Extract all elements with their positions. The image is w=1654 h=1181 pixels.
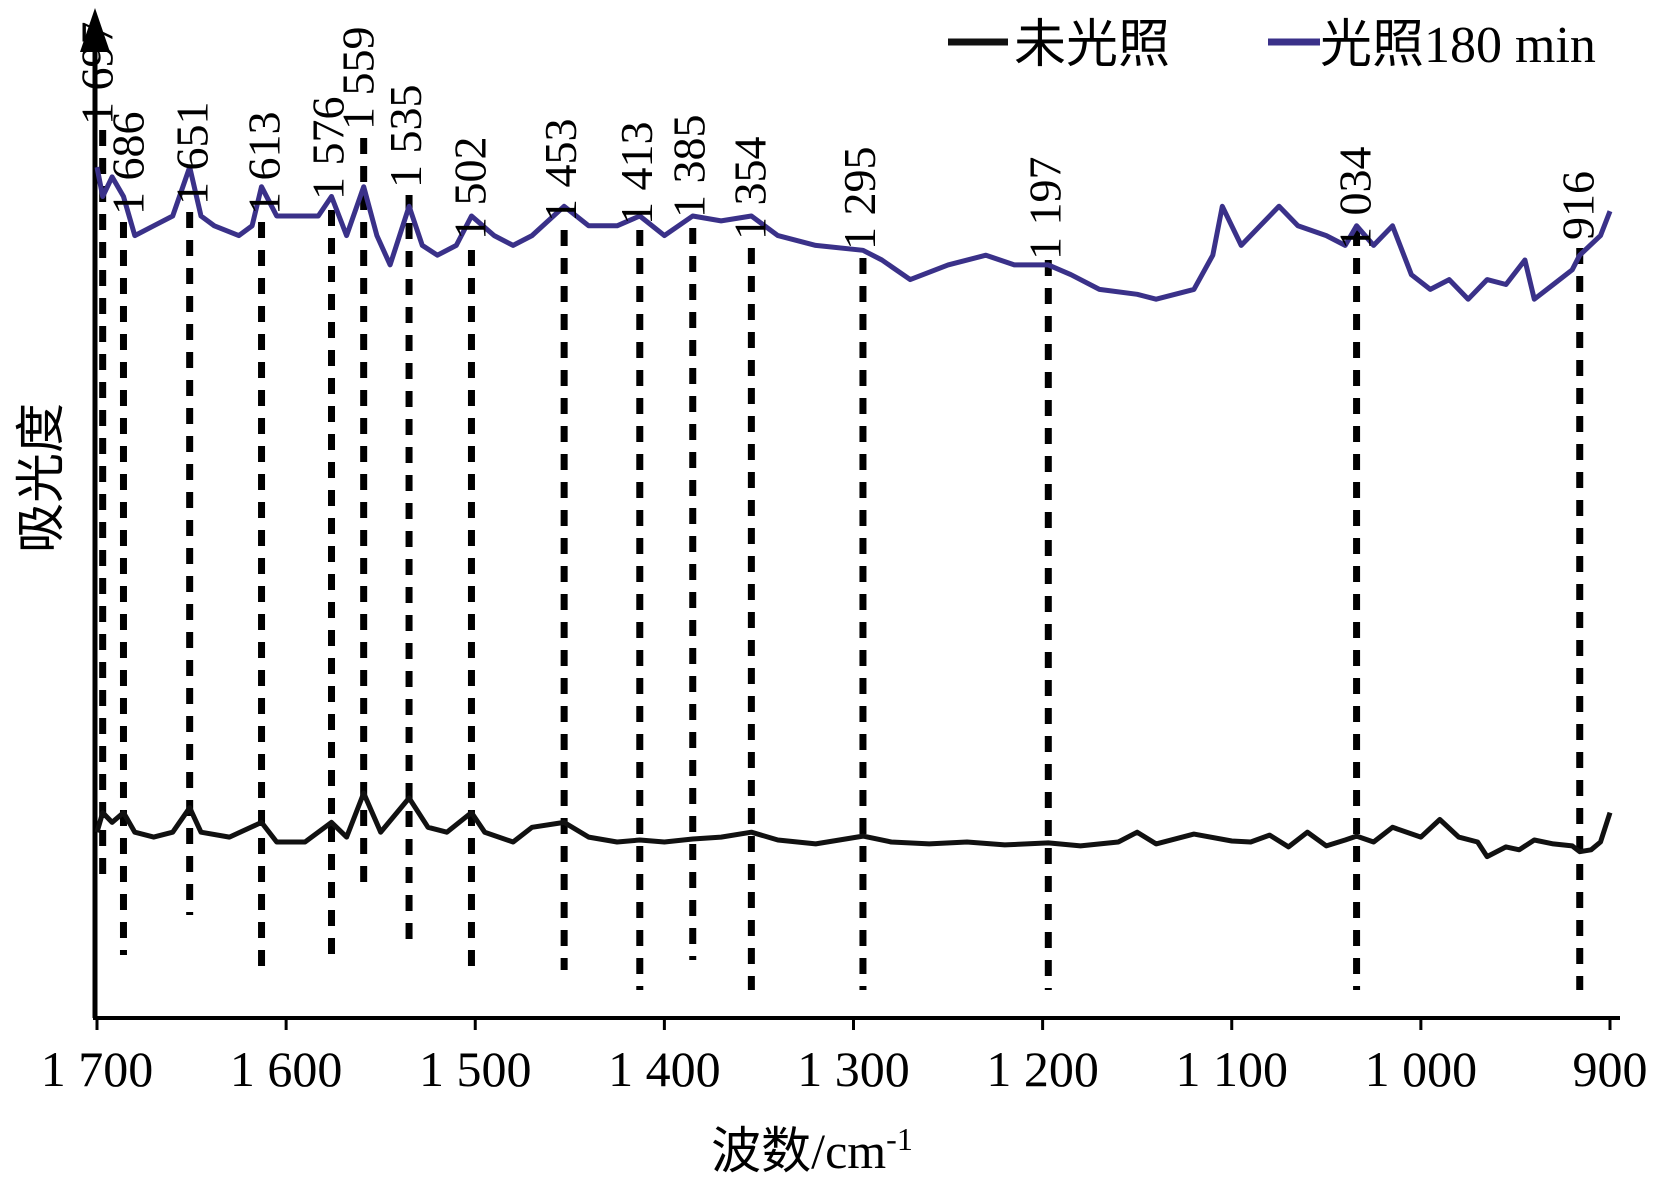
x-axis-label-sup: -1 xyxy=(886,1121,913,1157)
x-tick-label: 1 400 xyxy=(608,1041,721,1097)
peak-label: 1 295 xyxy=(834,147,885,251)
peak-label: 1 697 xyxy=(72,22,123,126)
peak-label: 1 535 xyxy=(380,85,431,189)
peak-label: 1 613 xyxy=(239,112,290,216)
peak-label: 1 197 xyxy=(1019,157,1070,261)
legend: 未光照 光照180 min xyxy=(948,17,1596,74)
peak-label: 1 651 xyxy=(167,102,218,206)
x-tick-label: 1 000 xyxy=(1365,1041,1478,1097)
series-line-1 xyxy=(94,164,1613,302)
x-axis-label: 波数/cm-1 xyxy=(711,1121,913,1179)
x-tick-label: 1 200 xyxy=(986,1041,1099,1097)
peak-label: 1 354 xyxy=(724,137,775,241)
legend-label-unilluminated: 未光照 xyxy=(1014,17,1170,74)
x-tick-labels: 1 700 1 600 1 500 1 400 1 300 1 200 1 100 1 000… xyxy=(41,1041,1648,1097)
peak-lines xyxy=(99,130,1584,990)
peak-label: 1 576 xyxy=(303,97,354,201)
peak-label: 916 xyxy=(1553,171,1604,240)
x-tick-label: 1 300 xyxy=(797,1041,910,1097)
x-ticks xyxy=(95,1018,1612,1030)
x-tick-label: 1 700 xyxy=(41,1041,154,1097)
x-tick-label: 1 500 xyxy=(419,1041,532,1097)
peak-label: 1 559 xyxy=(333,27,384,131)
x-tick-label: 1 100 xyxy=(1176,1041,1289,1097)
legend-label-illuminated: 光照180 min xyxy=(1320,17,1596,74)
peak-label: 1 686 xyxy=(102,112,153,216)
y-axis-arrow xyxy=(80,8,110,52)
x-axis-label-main: 波数/cm xyxy=(711,1123,886,1179)
x-tick-label: 1 600 xyxy=(230,1041,343,1097)
peak-label: 1 385 xyxy=(664,115,715,219)
peak-label: 1 034 xyxy=(1330,147,1381,251)
series-line-0 xyxy=(94,790,1613,860)
x-tick-label: 900 xyxy=(1573,1041,1648,1097)
y-axis-label: 吸光度 xyxy=(13,403,69,553)
peak-label: 1 453 xyxy=(535,119,586,223)
series-lines xyxy=(94,164,1613,860)
peak-label: 1 413 xyxy=(611,122,662,226)
peak-label: 1 502 xyxy=(444,137,495,241)
